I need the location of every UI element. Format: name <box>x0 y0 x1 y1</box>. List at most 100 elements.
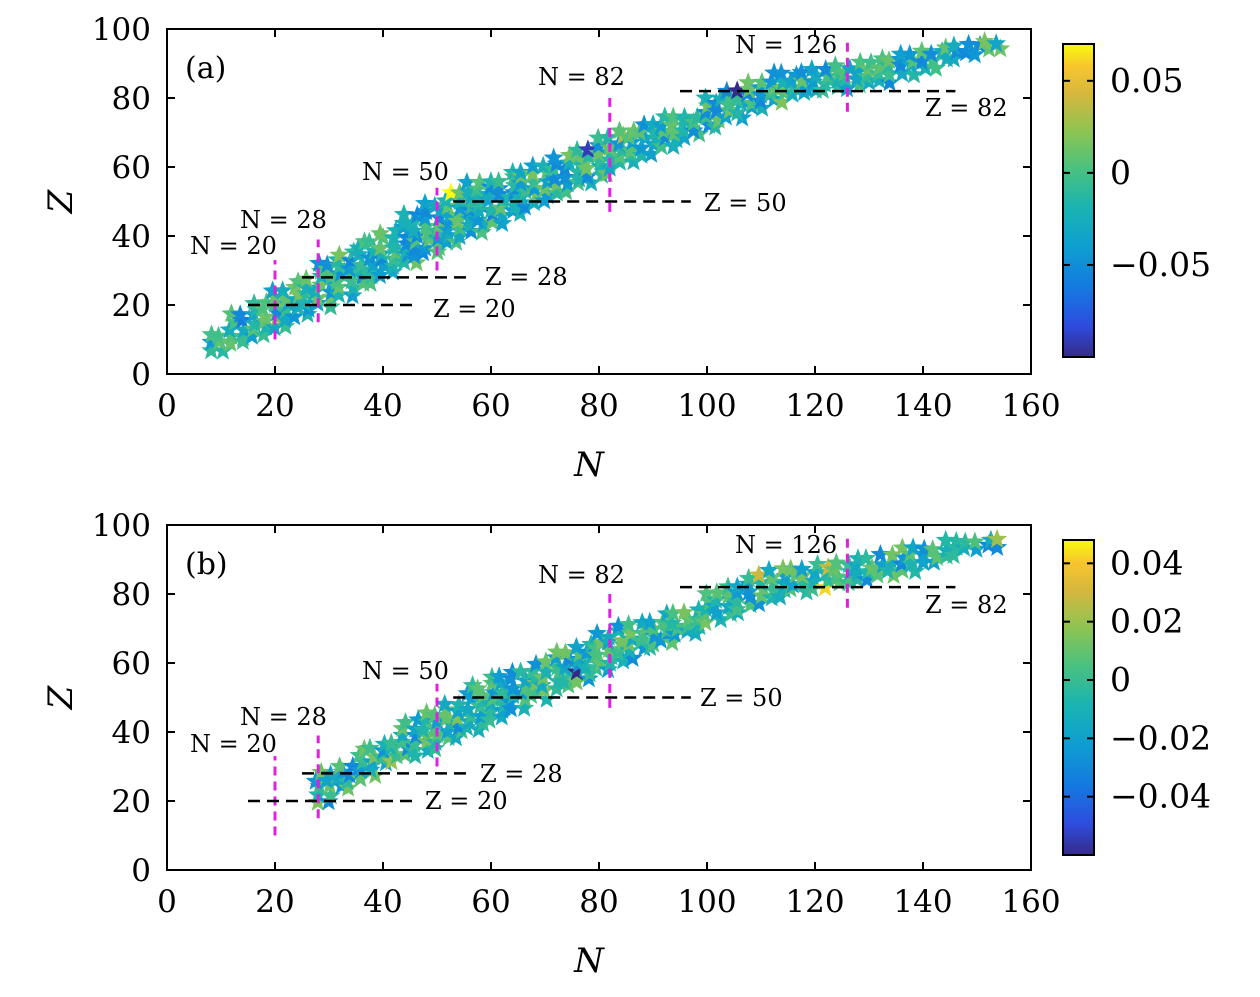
star-point <box>750 84 771 104</box>
star-point <box>425 738 446 758</box>
star-point <box>296 283 317 303</box>
star-point <box>815 73 836 93</box>
star-point <box>689 123 710 143</box>
star-point <box>326 768 347 788</box>
star-point <box>609 120 630 140</box>
star-point <box>708 109 729 129</box>
neutron-magic-label: N = 20 <box>190 232 277 260</box>
star-point <box>700 591 720 611</box>
star-point <box>275 309 295 329</box>
star-point <box>242 325 262 345</box>
star-point <box>900 553 921 573</box>
star-point <box>448 716 469 736</box>
star-point <box>524 178 545 198</box>
star-point <box>656 626 677 646</box>
y-tick-label: 60 <box>112 646 151 682</box>
star-point <box>674 127 695 147</box>
star-point <box>383 237 404 257</box>
star-point <box>964 531 985 551</box>
star-point <box>437 721 458 741</box>
x-tick-label: 40 <box>363 884 402 920</box>
star-point <box>370 223 391 243</box>
colorbar-tick-label: 0.05 <box>1110 61 1183 100</box>
star-point <box>449 217 470 237</box>
star-point <box>556 181 576 201</box>
star-point <box>456 172 477 191</box>
x-tick-label: 140 <box>893 388 952 424</box>
star-point <box>262 280 283 300</box>
star-point <box>490 197 511 217</box>
proton-magic-label: Z = 20 <box>433 295 516 323</box>
star-point <box>502 678 523 698</box>
star-point <box>846 68 867 88</box>
star-point <box>748 564 769 584</box>
neutron-magic-label: N = 28 <box>240 703 327 731</box>
x-tick-label: 80 <box>579 388 618 424</box>
star-point <box>634 114 655 134</box>
star-point <box>441 182 461 202</box>
proton-magic-label: Z = 50 <box>704 189 787 217</box>
star-point <box>397 737 418 757</box>
star-point <box>848 548 868 568</box>
star-point <box>244 313 265 333</box>
star-point <box>547 182 567 202</box>
x-tick-label: 120 <box>785 884 844 920</box>
star-point <box>936 540 957 560</box>
star-point <box>807 554 828 573</box>
star-point <box>510 172 531 192</box>
star-point <box>461 221 482 240</box>
star-point <box>494 695 515 715</box>
star-point <box>381 751 402 771</box>
star-point <box>372 747 392 767</box>
star-point <box>588 127 609 147</box>
star-point <box>911 51 932 71</box>
star-point <box>482 211 503 231</box>
star-point <box>424 705 445 724</box>
star-point <box>780 558 801 578</box>
star-point <box>578 139 598 159</box>
star-point <box>569 168 590 188</box>
star-point <box>489 178 509 198</box>
star-point <box>570 154 591 174</box>
star-point <box>383 227 404 247</box>
star-point <box>641 143 662 163</box>
star-point <box>478 184 499 203</box>
star-point <box>718 576 738 596</box>
star-point <box>415 193 435 212</box>
star-point <box>847 60 868 80</box>
plot-area <box>166 524 1032 871</box>
star-point <box>360 759 381 779</box>
star-point <box>623 151 644 171</box>
x-tick-label: 100 <box>677 388 736 424</box>
proton-magic-label: Z = 20 <box>425 787 508 815</box>
x-tick-label: 120 <box>785 388 844 424</box>
star-point <box>650 629 671 649</box>
star-point <box>726 590 747 610</box>
star-point <box>566 671 587 691</box>
star-point <box>652 612 673 632</box>
y-tick-label: 80 <box>112 81 151 117</box>
star-point <box>696 583 717 603</box>
star-point <box>697 95 718 115</box>
star-point <box>448 694 469 714</box>
star-point <box>644 122 665 142</box>
star-point <box>588 143 609 163</box>
star-point <box>612 630 633 650</box>
star-point <box>449 226 470 246</box>
star-point <box>416 702 437 722</box>
star-point <box>869 57 890 77</box>
y-tick-label: 0 <box>131 357 151 393</box>
star-point <box>586 644 606 664</box>
star-point <box>921 43 942 63</box>
star-point <box>521 685 542 704</box>
star-point <box>727 599 747 618</box>
star-point <box>439 212 460 232</box>
star-point <box>481 199 501 219</box>
star-point <box>879 64 900 84</box>
star-point <box>471 706 491 726</box>
star-point <box>576 158 597 177</box>
star-point <box>407 204 428 224</box>
x-tick-label: 20 <box>255 884 294 920</box>
x-axis-title: N <box>573 445 605 485</box>
